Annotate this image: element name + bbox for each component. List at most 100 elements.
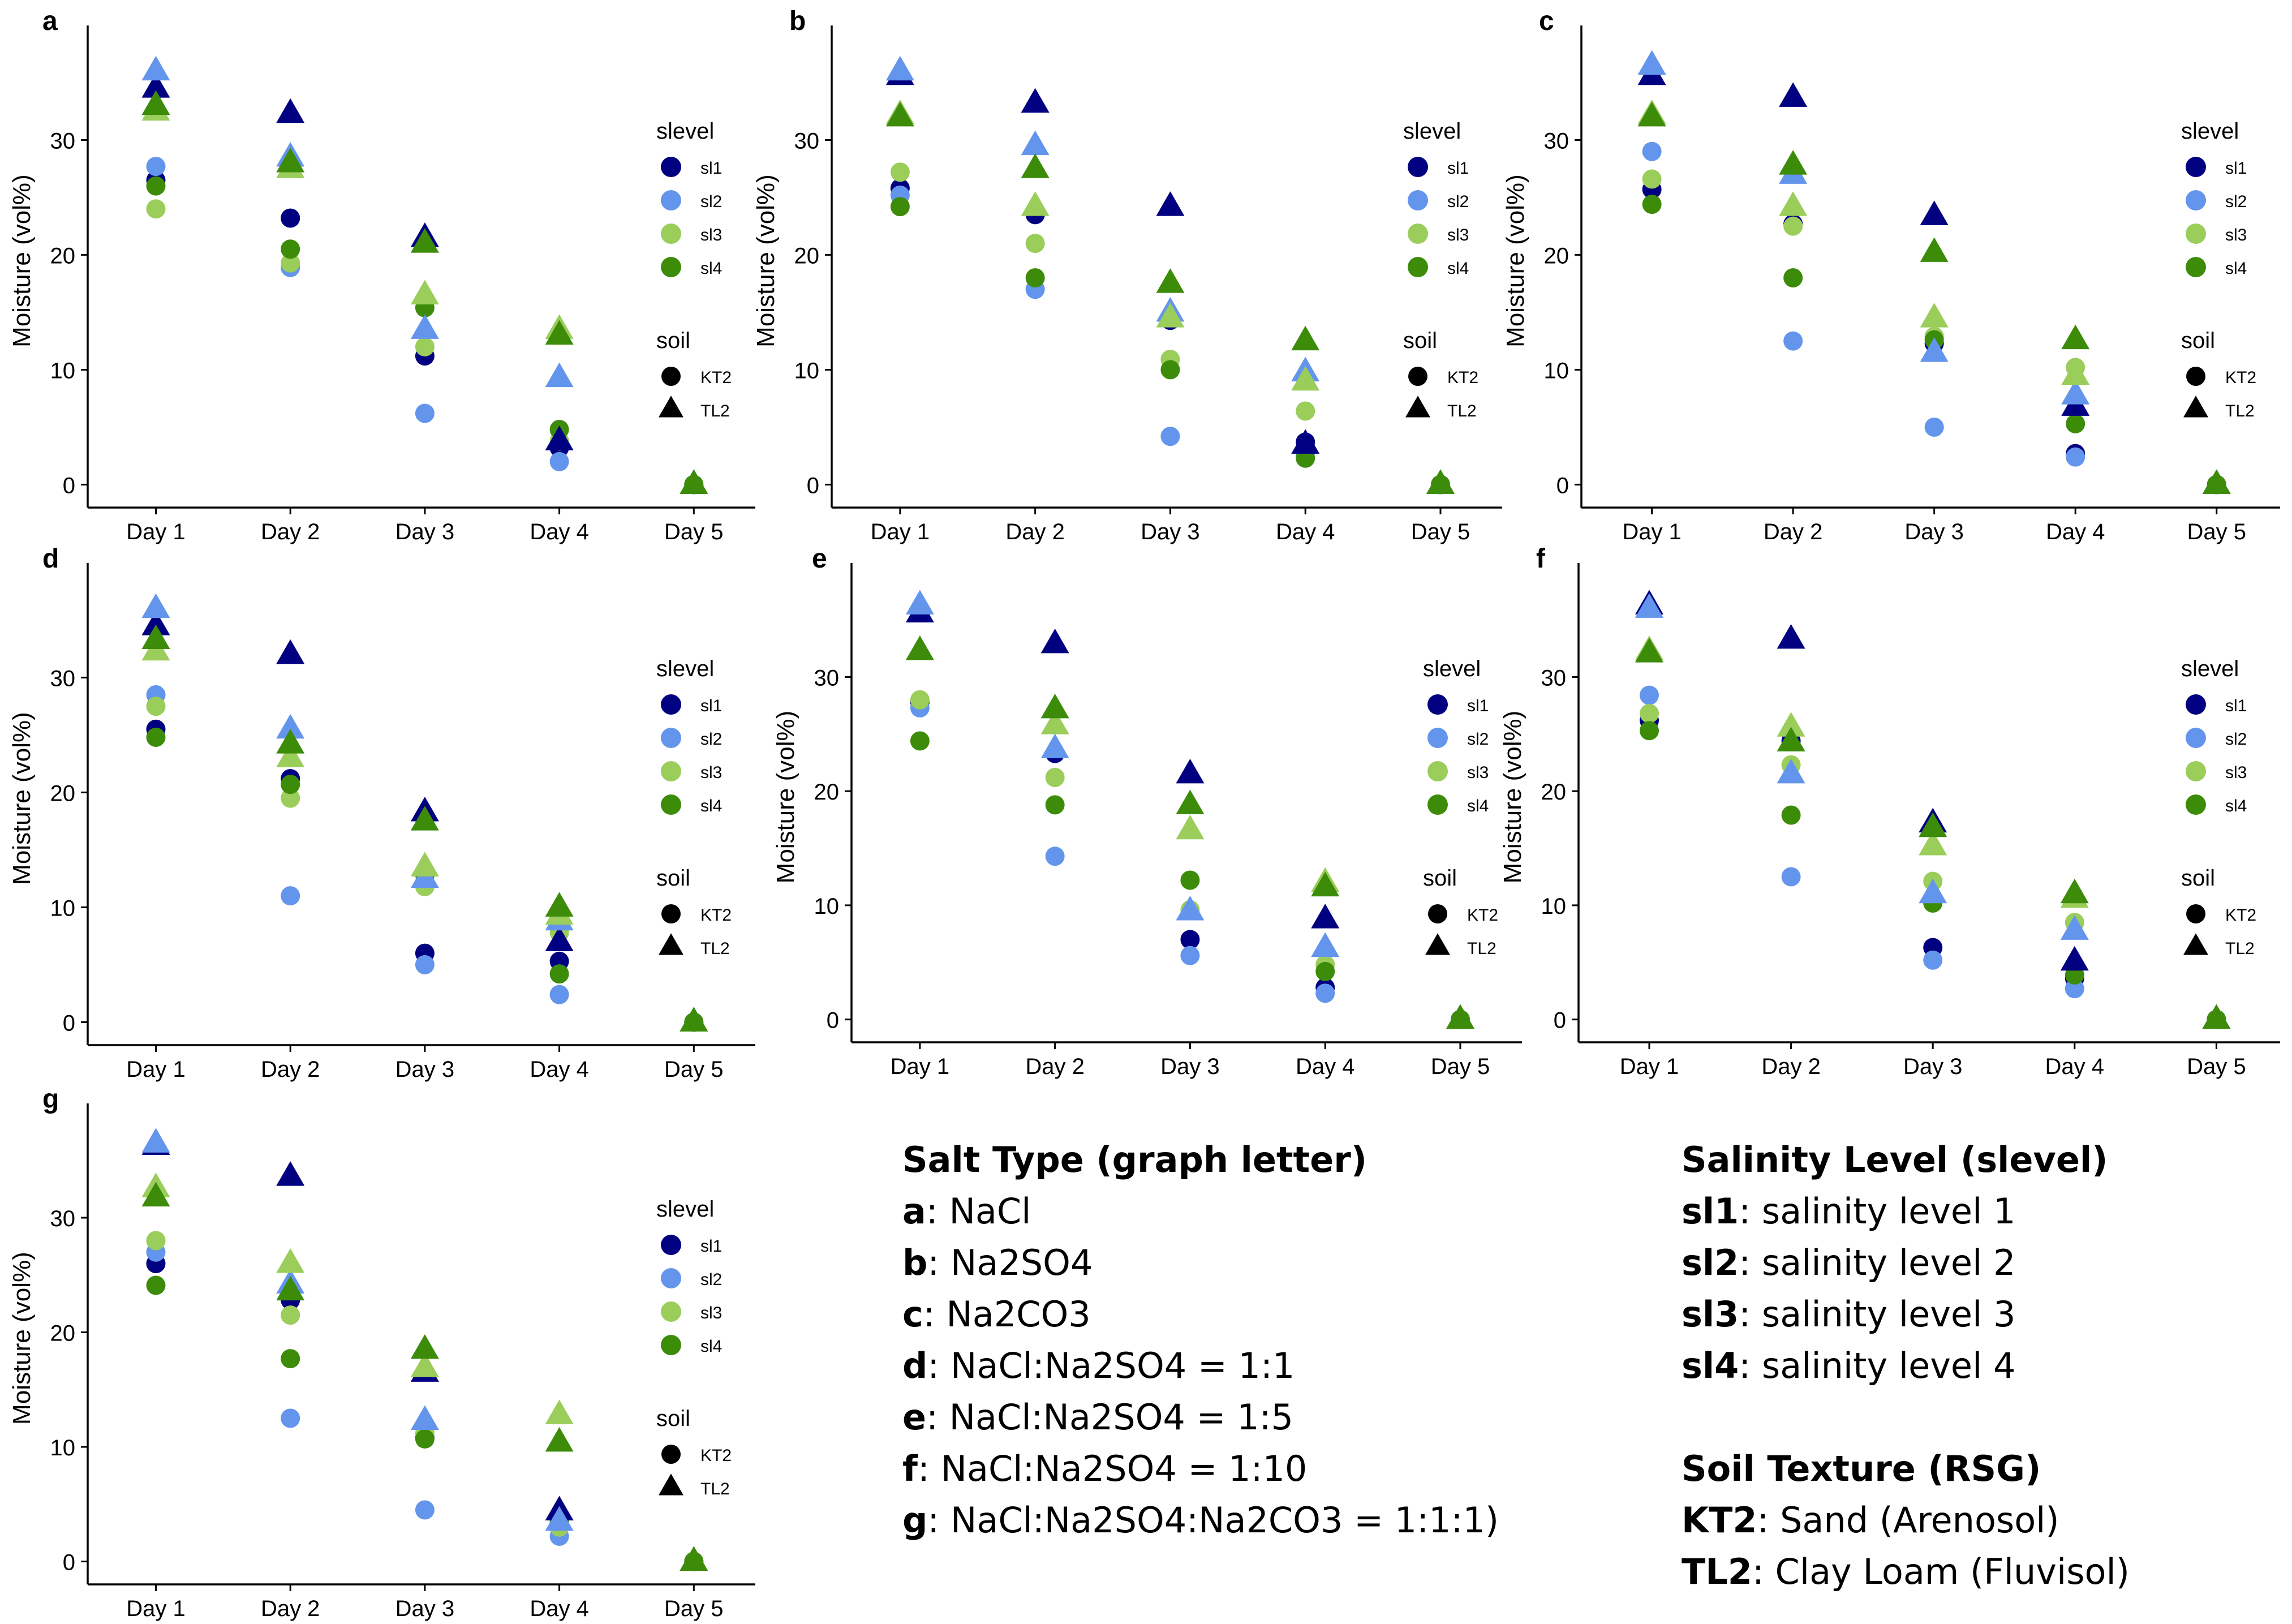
legend-key-sl4 [1408, 257, 1428, 277]
legend-key-sl3 [2186, 761, 2206, 781]
point-sl3-tl2 [410, 852, 439, 877]
point-sl4-tl2 [2202, 469, 2231, 494]
legend-soil-title: soil [2181, 328, 2215, 353]
y-tick-label: 20 [794, 243, 820, 268]
x-tick-label: Day 3 [395, 1057, 455, 1082]
point-sl2-tl2 [885, 55, 914, 81]
legend-slevel-label: sl3 [1447, 226, 1469, 244]
point-sl1-tl2 [545, 926, 574, 951]
y-axis-title: Moisture (vol%) [752, 174, 780, 347]
y-tick-label: 0 [63, 473, 75, 498]
point-sl3-tl2 [2061, 360, 2090, 385]
point-sl3-kt2 [146, 1231, 166, 1251]
chart-panel-g: g Moisture (vol%) 0 10 20 30 Day 1 Day 2 Day 3 Da… [8, 1084, 755, 1621]
legend-slevel-label: sl4 [1447, 259, 1469, 278]
legend-key-kt2 [1428, 904, 1447, 923]
panel-label: c [1539, 6, 1554, 36]
legend-key-tl2 [659, 396, 683, 418]
point-sl2-tl2 [141, 55, 170, 81]
legend-slevel-title: slevel [1423, 656, 1481, 681]
y-tick-label: 10 [1541, 894, 1567, 919]
legend-soil-label: KT2 [1467, 906, 1498, 925]
point-sl4-kt2 [910, 731, 930, 751]
panel-label: f [1536, 544, 1546, 574]
legend-slevel-label: sl4 [2225, 259, 2247, 278]
point-sl2-tl2 [141, 593, 170, 618]
legend-slevel-label: sl1 [2225, 697, 2247, 715]
point-sl4-kt2 [1160, 360, 1180, 380]
salt-type-item: e: NaCl:Na2SO4 = 1:5 [902, 1397, 1294, 1438]
legend-slevel-label: sl3 [700, 763, 722, 782]
legend-soil-label: TL2 [2225, 402, 2255, 420]
point-sl4-tl2 [545, 1427, 574, 1452]
panel-label: d [42, 544, 59, 574]
legend-key-kt2 [2186, 904, 2205, 923]
point-sl2-kt2 [415, 403, 435, 423]
point-sl2-kt2 [1924, 417, 1944, 437]
point-sl4-tl2 [1176, 789, 1205, 814]
legend-soil-label: TL2 [1467, 939, 1497, 958]
y-tick-label: 10 [794, 358, 820, 383]
point-sl4-tl2 [141, 90, 170, 115]
x-tick-label: Day 3 [1904, 519, 1964, 544]
point-sl4-tl2 [2061, 324, 2090, 350]
point-sl3-tl2 [1291, 366, 1320, 391]
point-sl2-tl2 [545, 362, 574, 388]
point-sl1-tl2 [1040, 628, 1069, 654]
point-sl4-kt2 [1640, 721, 1659, 741]
point-sl4-tl2 [276, 148, 305, 173]
x-tick-label: Day 5 [664, 1596, 724, 1621]
legend-soil-title: soil [1403, 328, 1437, 353]
y-tick-label: 0 [1556, 473, 1569, 498]
point-sl4-tl2 [141, 1182, 170, 1207]
legend-soil-label: TL2 [700, 939, 730, 958]
legend-key-sl2 [661, 728, 681, 748]
point-sl2-kt2 [1160, 427, 1180, 446]
legend-key-sl4 [661, 794, 681, 815]
point-sl2-kt2 [549, 452, 569, 471]
point-sl4-tl2 [2202, 1004, 2231, 1029]
y-axis-title: Moisture (vol%) [8, 712, 36, 885]
y-tick-label: 10 [1544, 358, 1569, 383]
point-sl2-kt2 [1642, 141, 1662, 161]
legend-key-tl2 [1405, 396, 1430, 418]
point-sl2-kt2 [146, 157, 166, 177]
point-sl4-tl2 [1919, 812, 1947, 837]
point-sl1-tl2 [1176, 758, 1205, 784]
point-sl2-tl2 [410, 1405, 439, 1430]
point-sl2-kt2 [415, 1500, 435, 1520]
point-sl4-tl2 [1311, 871, 1340, 897]
x-tick-label: Day 5 [1431, 1054, 1490, 1079]
x-tick-label: Day 1 [126, 519, 186, 544]
x-tick-label: Day 5 [2187, 519, 2246, 544]
x-tick-label: Day 2 [1005, 519, 1065, 544]
chart-panel-c: c Moisture (vol%) 0 10 20 30 Day 1 Day 2 Day 3 Da… [1502, 6, 2280, 544]
soil-texture-legend: Soil Texture (RSG) KT2: Sand (Arenosol) … [1682, 1443, 2130, 1597]
x-tick-label: Day 1 [126, 1057, 186, 1082]
point-sl1-tl2 [1311, 904, 1340, 929]
point-sl2-kt2 [1180, 946, 1200, 965]
legend-slevel-label: sl3 [700, 226, 722, 244]
point-sl2-tl2 [141, 1128, 170, 1153]
legend-soil-title: soil [656, 328, 690, 353]
point-sl4-tl2 [410, 1334, 439, 1359]
legend-key-sl1 [2186, 157, 2206, 177]
salinity-level-item: sl2: salinity level 2 [1682, 1242, 2016, 1283]
y-tick-label: 0 [1554, 1008, 1566, 1033]
legend-slevel-label: sl1 [700, 159, 722, 178]
point-sl2-tl2 [1021, 130, 1050, 156]
x-tick-label: Day 3 [1141, 519, 1200, 544]
legend-soil-label: KT2 [1447, 368, 1478, 387]
point-sl2-kt2 [415, 955, 435, 974]
point-sl4-tl2 [1291, 325, 1320, 351]
x-tick-label: Day 2 [261, 1596, 320, 1621]
point-sl1-tl2 [1779, 82, 1808, 107]
x-tick-label: Day 2 [261, 519, 320, 544]
y-tick-label: 0 [63, 1550, 75, 1575]
point-sl4-tl2 [410, 806, 439, 831]
y-tick-label: 10 [814, 894, 840, 919]
legend-slevel-title: slevel [2181, 119, 2239, 144]
legend-key-tl2 [2183, 396, 2208, 418]
y-tick-label: 30 [50, 666, 76, 691]
